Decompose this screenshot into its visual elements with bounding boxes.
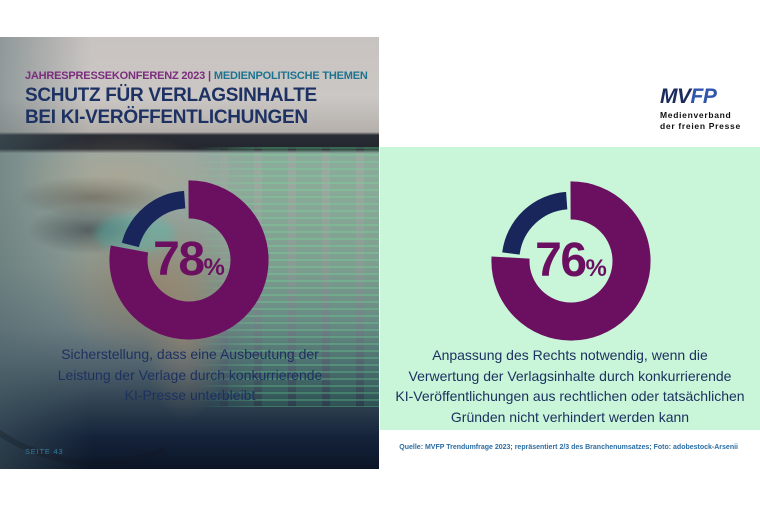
mvfp-logo-wordmark: MVFP (660, 86, 750, 107)
donut-left-percent-sign: % (203, 254, 225, 281)
donut-left-value-arc (109, 180, 269, 340)
caption-left: Sicherstellung, dass eine Ausbeutung der… (10, 344, 370, 406)
slide-title-line2: BEI KI-VERÖFFENTLICHUNGEN (25, 107, 308, 128)
slide-header: JAHRESPRESSEKONFERENZ 2023 | MEDIENPOLITIS… (25, 70, 368, 129)
logo-letters-mv: MV (660, 85, 691, 108)
donut-left-remainder-arc (119, 190, 259, 330)
mint-panel: 76% Anpassung des Rechts notwendig, wenn… (380, 147, 760, 430)
mvfp-logo-subtitle: Medienverband der freien Presse (660, 110, 750, 131)
caption-left-line2: Leistung der Verlage durch konkurrierend… (57, 366, 323, 383)
eyebrow-conference: JAHRESPRESSEKONFERENZ 2023 (25, 70, 206, 82)
caption-right: Anpassung des Rechts notwendig, wenn die… (385, 345, 755, 427)
donut-right-svg (491, 181, 651, 341)
logo-sub-line1: Medienverband (660, 110, 732, 120)
slide-title-line1: SCHUTZ FÜR VERLAGSINHALTE (25, 85, 317, 106)
donut-right-percent-sign: % (585, 255, 607, 282)
eyebrow-divider: | (208, 70, 211, 82)
caption-right-line1: Anpassung des Rechts notwendig, wenn die (432, 347, 708, 363)
donut-chart-left: 78% (106, 177, 272, 343)
donut-right-percent: 76% (488, 178, 654, 344)
photo-panel: JAHRESPRESSEKONFERENZ 2023 | MEDIENPOLITIS… (0, 37, 379, 469)
caption-right-line4: Gründen nicht verhindert werden kann (450, 408, 690, 425)
donut-left-percent-number: 78 (153, 233, 205, 286)
slide-title: SCHUTZ FÜR VERLAGSINHALTE BEI KI-VERÖFFE… (25, 85, 365, 129)
donut-left-svg (109, 180, 269, 340)
donut-left-percent: 78% (106, 177, 272, 343)
logo-letters-fp: FP (690, 85, 717, 108)
caption-right-line3: KI-Veröffentlichungen aus rechtlichen od… (395, 388, 745, 404)
caption-left-line1: Sicherstellung, dass eine Ausbeutung der (61, 346, 319, 362)
source-note: Quelle: MVFP Trendumfrage 2023; repräsen… (399, 444, 738, 451)
donut-right-percent-number: 76 (535, 234, 587, 287)
logo-sub-line2: der freien Presse (660, 120, 741, 131)
donut-chart-right: 76% (488, 178, 654, 344)
page-number: SEITE 43 (25, 447, 64, 456)
eyebrow-line: JAHRESPRESSEKONFERENZ 2023 | MEDIENPOLITIS… (25, 70, 368, 82)
eyebrow-topic: MEDIENPOLITISCHE THEMEN (213, 70, 368, 82)
donut-right-value-arc (491, 181, 651, 341)
caption-left-line3: KI-Presse unterbleibt (124, 387, 256, 403)
caption-right-line2: Verwertung der Verlagsinhalte durch konk… (408, 367, 732, 384)
mvfp-logo: MVFP Medienverband der freien Presse (660, 86, 750, 131)
